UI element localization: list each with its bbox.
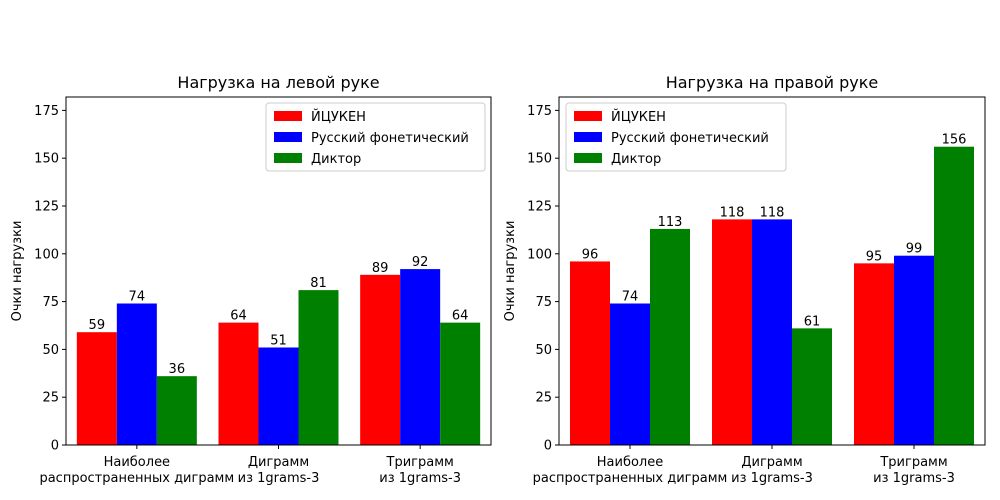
x-tick-label: Наиболее распространенных диграмм [39, 455, 234, 486]
bar-value-label: 64 [452, 309, 469, 324]
x-tick-label-line: из 1grams-3 [873, 471, 955, 486]
legend-swatch [274, 132, 302, 142]
bar-value-label: 118 [720, 205, 745, 220]
y-axis-label: Очки нагрузки [10, 221, 25, 322]
bar-value-label: 89 [372, 261, 389, 276]
x-tick-label-line: Триграмм [879, 455, 947, 470]
y-tick-label: 75 [42, 295, 59, 310]
x-tick-label-line: из 1grams-3 [379, 471, 461, 486]
y-tick-label: 125 [527, 199, 552, 214]
bar-value-label: 92 [412, 255, 429, 270]
bar [570, 261, 610, 445]
bar-value-label: 36 [169, 362, 186, 377]
x-tick-label-line: из 1grams-3 [238, 471, 320, 486]
bar [752, 219, 792, 445]
y-tick-label: 0 [51, 439, 59, 454]
bar-value-label: 156 [942, 133, 967, 148]
legend-label: Диктор [311, 152, 361, 167]
x-tick-label: Наиболее распространенных диграмм [533, 455, 728, 486]
bar [156, 376, 197, 445]
legend-label: ЙЦУКЕН [611, 109, 666, 125]
legend-swatch [574, 111, 602, 121]
legend-label: Русский фонетический [611, 131, 769, 146]
y-tick-label: 50 [42, 343, 59, 358]
legend-swatch [574, 132, 602, 142]
y-tick-label: 150 [527, 152, 552, 167]
x-tick-label-line: распространенных диграмм [533, 471, 728, 486]
x-tick-label-line: Наиболее [597, 455, 663, 470]
x-tick-label-line: Триграмм [386, 455, 454, 470]
bar [792, 328, 832, 445]
bar-value-label: 96 [582, 247, 599, 262]
x-tick-label-line: Диграмм [741, 455, 802, 470]
legend-box [265, 102, 486, 172]
chart-panel-2: Нагрузка на правой руке 96 118 95 74 118 99 113… [503, 73, 986, 486]
legend-swatch [274, 111, 302, 121]
x-tick-label: Диграмм из 1grams-3 [238, 455, 320, 486]
bar [440, 322, 481, 445]
x-tick-label-line: распространенных диграмм [39, 471, 234, 486]
y-tick-label: 175 [34, 104, 59, 119]
x-tick-label: Диграмм из 1grams-3 [731, 455, 813, 486]
bar-value-label: 99 [906, 242, 923, 257]
y-tick-label: 0 [544, 439, 552, 454]
y-tick-label: 25 [42, 391, 59, 406]
bar-value-label: 81 [310, 276, 327, 291]
bar-value-label: 64 [230, 309, 247, 324]
bar [76, 332, 117, 445]
chart-panel-1: Нагрузка на левой руке 59 64 89 74 51 92 36 81 64… [10, 73, 492, 486]
legend-label: Диктор [611, 152, 661, 167]
legend-box [565, 102, 787, 172]
bar [610, 303, 650, 445]
y-tick-label: 100 [527, 247, 552, 262]
bar [360, 274, 401, 445]
bar [934, 146, 974, 445]
bar-value-label: 113 [658, 215, 683, 230]
y-tick-label: 25 [535, 391, 552, 406]
bar [894, 255, 934, 445]
bar [298, 290, 339, 445]
legend-label: Русский фонетический [311, 131, 469, 146]
bar-value-label: 74 [129, 290, 146, 305]
y-tick-label: 175 [527, 104, 552, 119]
x-tick-label: Триграмм из 1grams-3 [873, 455, 955, 486]
bar [258, 347, 299, 445]
bar [218, 322, 259, 445]
bar-value-label: 59 [89, 318, 106, 333]
bar [712, 219, 752, 445]
bar [400, 269, 441, 445]
y-tick-label: 150 [34, 152, 59, 167]
y-tick-label: 50 [535, 343, 552, 358]
bar-value-label: 74 [622, 290, 639, 305]
legend-swatch [574, 153, 602, 163]
y-tick-label: 100 [34, 247, 59, 262]
x-tick-label-line: из 1grams-3 [731, 471, 813, 486]
chart-title: Нагрузка на правой руке [666, 73, 879, 92]
x-tick-label-line: Наиболее [104, 455, 170, 470]
legend-label: ЙЦУКЕН [311, 109, 366, 125]
chart-title: Нагрузка на левой руке [177, 73, 379, 92]
x-tick-label-line: Диграмм [248, 455, 309, 470]
y-tick-label: 125 [34, 199, 59, 214]
bar [854, 263, 894, 445]
bar-value-label: 95 [866, 249, 883, 264]
bar-value-label: 51 [270, 333, 287, 348]
y-axis-label: Очки нагрузки [503, 221, 518, 322]
legend-swatch [274, 153, 302, 163]
y-tick-label: 75 [535, 295, 552, 310]
x-tick-label: Триграмм из 1grams-3 [379, 455, 461, 486]
bar [650, 228, 690, 445]
bar-value-label: 118 [760, 205, 785, 220]
legend: ЙЦУКЕН Русский фонетический Диктор [265, 102, 486, 172]
bar [116, 303, 157, 445]
legend: ЙЦУКЕН Русский фонетический Диктор [565, 102, 787, 172]
bar-value-label: 61 [804, 314, 821, 329]
